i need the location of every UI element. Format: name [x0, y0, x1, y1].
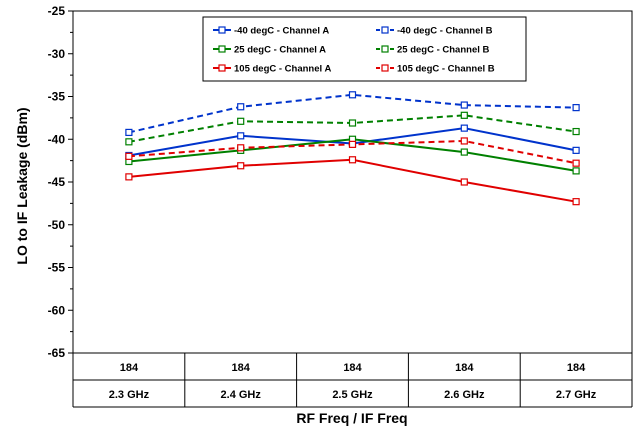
x-axis-category-table: 184 2.3 GHz 184 2.4 GHz 184 2.5 GHz 184 2.6 GHz…: [109, 362, 597, 401]
y-tick-label: -30: [48, 47, 66, 61]
data-point-marker: [460, 178, 468, 186]
y-tick-label: -25: [48, 4, 66, 18]
data-point-marker: [237, 144, 245, 152]
legend-label: 105 degC - Channel A: [234, 64, 331, 75]
x-category-rf-label: 2.6 GHz: [444, 389, 485, 401]
legend-item: 25 degC - Channel B: [376, 45, 490, 56]
x-category-if-label: 184: [232, 362, 251, 374]
y-tick-label: -50: [48, 218, 66, 232]
data-point-marker: [125, 128, 133, 137]
data-point-marker: [237, 117, 245, 125]
data-point-marker: [125, 138, 133, 146]
y-axis: -25 -30 -35 -40 -45 -50 -55 -60 -65: [48, 4, 73, 360]
data-point-marker: [125, 173, 133, 181]
legend-item: -40 degC - Channel A: [213, 26, 329, 37]
legend-swatch-marker: [218, 64, 226, 72]
x-axis-title: RF Freq / IF Freq: [296, 410, 407, 426]
data-point-marker: [572, 127, 580, 136]
data-point-marker: [348, 91, 357, 99]
data-point-marker: [572, 104, 580, 112]
y-tick-label: -65: [48, 346, 66, 360]
x-category-if-label: 184: [120, 362, 139, 374]
series-4: [125, 111, 580, 146]
legend-swatch-marker: [381, 64, 389, 72]
series-line: [128, 158, 577, 203]
data-point-marker: [125, 152, 133, 160]
y-tick-label: -40: [48, 132, 66, 146]
legend-box: [202, 16, 527, 82]
x-category-rf-label: 2.4 GHz: [221, 389, 262, 401]
legend-label: 25 degC - Channel A: [234, 45, 326, 56]
legend-item: 105 degC - Channel B: [376, 64, 495, 75]
data-point-marker: [460, 148, 468, 156]
legend-label: -40 degC - Channel B: [397, 26, 493, 37]
y-tick-label: -55: [48, 261, 66, 275]
legend-item: -40 degC - Channel B: [376, 26, 493, 37]
y-tick-label: -60: [48, 303, 66, 317]
data-point-marker: [237, 162, 245, 170]
data-point-marker: [460, 101, 468, 109]
legend-item: 25 degC - Channel A: [213, 45, 326, 56]
data-point-marker: [572, 198, 580, 206]
legend-swatch-marker: [218, 26, 226, 34]
legend-swatch-marker: [381, 45, 389, 53]
x-category-rf-label: 2.5 GHz: [332, 389, 373, 401]
x-category-if-label: 184: [567, 362, 586, 374]
y-tick-label: -45: [48, 175, 66, 189]
data-point-marker: [460, 137, 468, 145]
data-point-marker: [460, 124, 468, 132]
y-tick-label: -35: [48, 90, 66, 104]
legend-swatch-marker: [218, 45, 226, 53]
x-category-if-label: 184: [455, 362, 474, 374]
series-6: [125, 137, 580, 167]
legend-label: -40 degC - Channel A: [234, 26, 329, 37]
legend-label: 25 degC - Channel B: [397, 45, 490, 56]
data-point-marker: [572, 167, 580, 175]
legend-item: 105 degC - Channel A: [213, 64, 331, 75]
data-point-marker: [348, 156, 357, 164]
x-category-rf-label: 2.3 GHz: [109, 389, 150, 401]
data-point-marker: [460, 111, 468, 119]
y-axis-title: LO to IF Leakage (dBm): [14, 107, 30, 264]
series-5: [125, 156, 580, 206]
data-point-marker: [348, 119, 357, 127]
data-point-marker: [348, 140, 357, 148]
legend: -40 degC - Channel A -40 degC - Channel B…: [202, 16, 527, 82]
legend-swatch-marker: [381, 26, 389, 34]
data-point-marker: [237, 103, 245, 111]
data-point-marker: [237, 132, 245, 140]
series-2: [125, 91, 580, 137]
x-category-rf-label: 2.7 GHz: [556, 389, 597, 401]
data-point-marker: [572, 159, 580, 167]
legend-label: 105 degC - Channel B: [397, 64, 495, 75]
data-point-marker: [572, 146, 580, 154]
x-category-if-label: 184: [343, 362, 362, 374]
series-line: [128, 93, 577, 134]
series-layer: [125, 91, 580, 206]
